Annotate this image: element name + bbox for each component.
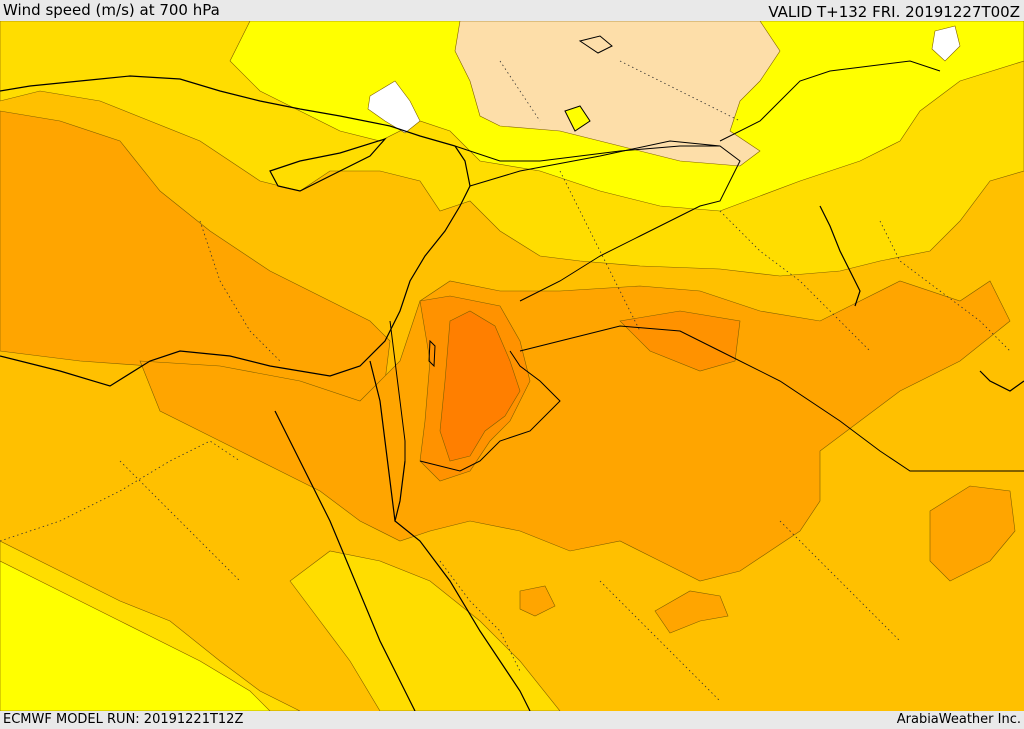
yellow-zone-saudi-southwest: [0, 560, 271, 711]
dotted-boundaries: [0, 60, 1011, 702]
credit-label: ArabiaWeather Inc.: [896, 712, 1021, 727]
border-syria-iraq: [469, 140, 741, 302]
wind-speed-map: [0, 21, 1024, 711]
gold-zone-red-sea: [289, 550, 561, 711]
orange-zone-mediterranean: [0, 110, 391, 402]
white-patch-central: [367, 80, 421, 134]
dead-sea: [428, 339, 436, 368]
orange-zone-south-blob: [654, 590, 729, 634]
border-iraq-saudi: [519, 325, 1024, 472]
model-run-label: ECMWF MODEL RUN: 20191221T12Z: [3, 712, 244, 727]
header-bar: Wind speed (m/s) at 700 hPa VALID T+132 …: [0, 0, 1024, 21]
orange-zone-jordan-iraq: [139, 280, 1011, 582]
border-iraq-iran: [719, 60, 941, 142]
footer-bar: ECMWF MODEL RUN: 20191221T12Z ArabiaWeat…: [0, 711, 1024, 729]
deep-orange-zone-core: [439, 310, 521, 462]
coastline-turkey-south: [0, 75, 456, 147]
coastline-persian-gulf: [979, 370, 1024, 392]
coastline-gulf-aqaba: [369, 360, 396, 522]
orange-zone-east-blob: [929, 485, 1016, 582]
border-jordan-saudi: [419, 350, 561, 472]
white-patch-northeast: [931, 25, 961, 62]
coastline-cyprus: [269, 137, 387, 192]
map-title: Wind speed (m/s) at 700 hPa: [3, 1, 220, 19]
coastline-mediterranean: [0, 145, 471, 387]
coastline-red-sea-east: [394, 460, 531, 711]
dark-orange-zone-iraq: [619, 310, 741, 372]
lake-van: [564, 105, 591, 132]
coastline-red-sea-west: [274, 410, 416, 711]
border-egypt-israel: [389, 320, 406, 461]
valid-time: VALID T+132 FRI. 20191227T00Z: [768, 3, 1020, 21]
border-turkey-syria: [454, 145, 720, 162]
lake-urmia: [578, 35, 613, 54]
orange-zone-small-south: [519, 585, 556, 617]
tan-zone-anatolia: [454, 21, 781, 167]
caspian-coast: [819, 205, 861, 307]
